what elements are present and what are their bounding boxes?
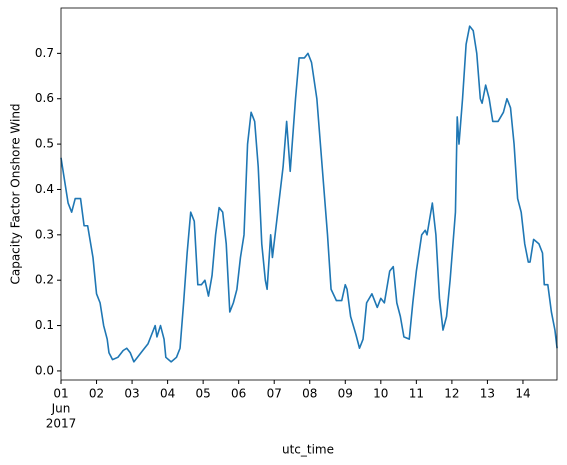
y-tick-label: 0.7 [35, 46, 54, 60]
plot-frame [60, 7, 558, 381]
x-tick-label: 05 [196, 387, 211, 401]
x-tick-label: 10 [373, 387, 388, 401]
y-tick-label: 0.1 [35, 318, 54, 332]
line-series [60, 25, 558, 363]
y-tick-label: 0.2 [35, 273, 54, 287]
y-tick-label: 0.5 [35, 137, 54, 151]
x-tick-label: 06 [231, 387, 246, 401]
x-tick-sublabel: Jun [51, 402, 71, 416]
y-tick-label: 0.0 [35, 363, 54, 377]
x-tick-label: 02 [89, 387, 104, 401]
x-tick-sublabel: 2017 [46, 417, 77, 431]
x-tick-label: 09 [338, 387, 353, 401]
x-tick-label: 07 [267, 387, 282, 401]
x-tick-label: 04 [160, 387, 175, 401]
x-tick-label: 03 [124, 387, 139, 401]
x-tick-label: 11 [409, 387, 424, 401]
x-tick-label: 14 [515, 387, 530, 401]
x-tick-label: 13 [480, 387, 495, 401]
y-tick-label: 0.4 [35, 182, 54, 196]
y-axis-label: Capacity Factor Onshore Wind [9, 103, 23, 284]
x-tick-label: 12 [444, 387, 459, 401]
x-tick-label: 01 [53, 387, 68, 401]
y-tick-label: 0.6 [35, 91, 54, 105]
y-tick-label: 0.3 [35, 227, 54, 241]
x-tick-label: 08 [302, 387, 317, 401]
x-axis-label: utc_time [282, 443, 334, 457]
